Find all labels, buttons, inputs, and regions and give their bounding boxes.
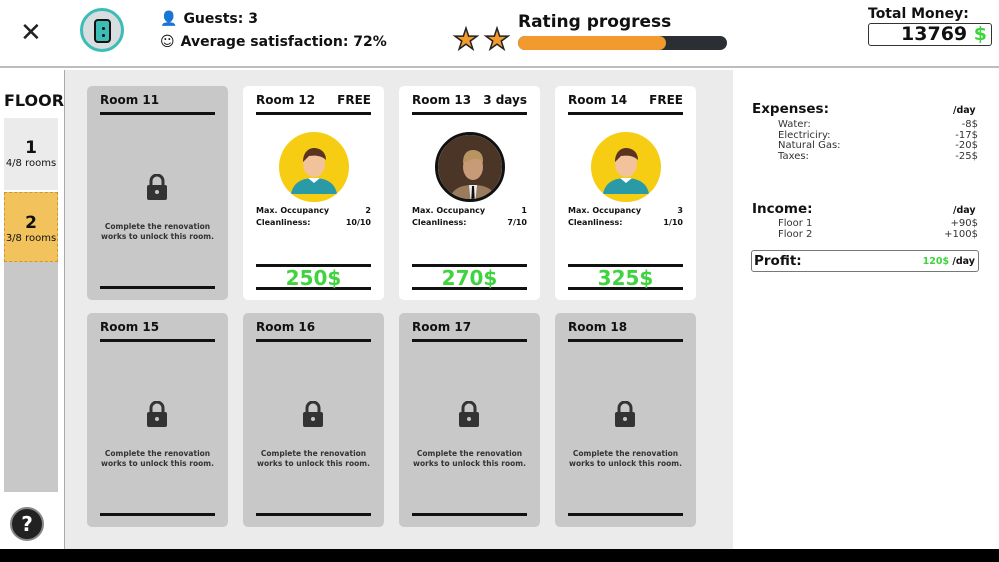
- locked-message: Complete the renovation works to unlock …: [413, 449, 526, 468]
- room-name: Room 11: [100, 93, 160, 107]
- finance-row: Water: -8$: [778, 119, 978, 130]
- room-name: Room 14: [568, 93, 628, 107]
- occupancy-row: Max. Occupancy 1: [412, 206, 527, 215]
- room-header: Room 11: [100, 93, 215, 115]
- room-card[interactable]: Room 13 3 days Max. Occupancy 1 Cleanliness:…: [399, 86, 540, 300]
- default-avatar-icon: [591, 132, 661, 202]
- room-name: Room 12: [256, 93, 316, 107]
- finance-row: Floor 1 +90$: [778, 218, 978, 229]
- smiley-icon: ☺: [160, 34, 175, 50]
- divider: [100, 513, 215, 516]
- room-card[interactable]: Room 18 Complete the renovation works to …: [555, 313, 696, 527]
- money-display: 13769 $: [868, 23, 992, 46]
- rating-title: Rating progress: [518, 12, 672, 32]
- finance-row: Floor 2 +100$: [778, 228, 978, 240]
- floor-1-button[interactable]: 1 4/8 rooms: [4, 118, 58, 190]
- room-header: Room 15: [100, 320, 215, 342]
- guests-stat: 👤 Guests: 3: [160, 11, 258, 27]
- top-bar: [0, 0, 999, 68]
- locked-message: Complete the renovation works to unlock …: [569, 449, 682, 468]
- expenses-title: Expenses:: [752, 101, 829, 117]
- room-name: Room 18: [568, 320, 628, 334]
- occupancy-row: Max. Occupancy 2: [256, 206, 371, 215]
- finance-panel: [733, 70, 999, 549]
- star-icon: ★: [452, 22, 480, 56]
- room-header: Room 12 FREE: [256, 93, 371, 115]
- room-header: Room 16: [256, 320, 371, 342]
- room-card[interactable]: Room 17 Complete the renovation works to …: [399, 313, 540, 527]
- locked-message: Complete the renovation works to unlock …: [257, 449, 370, 468]
- finance-row: Electriciry: -17$: [778, 129, 978, 141]
- default-avatar-icon: [279, 132, 349, 202]
- cleanliness-row: Cleanliness: 10/10: [256, 218, 371, 227]
- room-card[interactable]: Room 16 Complete the renovation works to …: [243, 313, 384, 527]
- rating-progress-bar: [518, 36, 727, 50]
- help-button[interactable]: ?: [10, 507, 44, 541]
- locked-message: Complete the renovation works to unlock …: [101, 222, 214, 241]
- lock-icon: [147, 400, 167, 427]
- person-icon: 👤: [160, 11, 178, 27]
- guest-avatar: [435, 132, 505, 202]
- room-header: Room 18: [568, 320, 683, 342]
- divider: [100, 286, 215, 289]
- floor-2-button[interactable]: 2 3/8 rooms: [4, 192, 58, 262]
- room-name: Room 16: [256, 320, 316, 334]
- room-header: Room 14 FREE: [568, 93, 683, 115]
- locked-message: Complete the renovation works to unlock …: [101, 449, 214, 468]
- close-icon[interactable]: ✕: [20, 18, 42, 48]
- bottom-bar: [0, 549, 999, 562]
- room-price: 325$: [568, 264, 683, 290]
- room-status: FREE: [649, 93, 683, 107]
- room-header: Room 17: [412, 320, 527, 342]
- star-icon: ★: [483, 22, 511, 56]
- per-day-label: /day: [953, 105, 976, 116]
- floor-list-empty: [4, 262, 58, 492]
- lock-icon: [615, 400, 635, 427]
- finance-row: Natural Gas: -20$: [778, 140, 978, 151]
- lock-icon: [303, 400, 323, 427]
- lock-icon: [147, 173, 167, 200]
- money-label: Total Money:: [868, 6, 969, 22]
- room-status: 3 days: [483, 93, 527, 107]
- room-name: Room 15: [100, 320, 160, 334]
- room-header: Room 13 3 days: [412, 93, 527, 115]
- cleanliness-row: Cleanliness: 7/10: [412, 218, 527, 227]
- divider: [256, 513, 371, 516]
- profit-box: Profit: 120$ /day: [751, 250, 979, 272]
- per-day-label: /day: [953, 205, 976, 216]
- room-card[interactable]: Room 11 Complete the renovation works to …: [87, 86, 228, 300]
- divider: [568, 513, 683, 516]
- satisfaction-stat: ☺ Average satisfaction: 72%: [160, 34, 387, 50]
- room-name: Room 13: [412, 93, 472, 107]
- rating-progress-fill: [518, 36, 667, 50]
- room-card[interactable]: Room 12 FREE Max. Occupancy 2 Cleanliness: 10…: [243, 86, 384, 300]
- hotel-door-icon[interactable]: [80, 8, 124, 52]
- floor-title: FLOOR: [4, 91, 65, 110]
- room-card[interactable]: Room 15 Complete the renovation works to …: [87, 313, 228, 527]
- income-title: Income:: [752, 201, 813, 217]
- occupancy-row: Max. Occupancy 3: [568, 206, 683, 215]
- room-name: Room 17: [412, 320, 472, 334]
- room-card[interactable]: Room 14 FREE Max. Occupancy 3 Cleanliness: 1/…: [555, 86, 696, 300]
- room-status: FREE: [337, 93, 371, 107]
- divider: [412, 513, 527, 516]
- finance-row: Taxes: -25$: [778, 150, 978, 162]
- room-price: 250$: [256, 264, 371, 290]
- lock-icon: [459, 400, 479, 427]
- room-price: 270$: [412, 264, 527, 290]
- cleanliness-row: Cleanliness: 1/10: [568, 218, 683, 227]
